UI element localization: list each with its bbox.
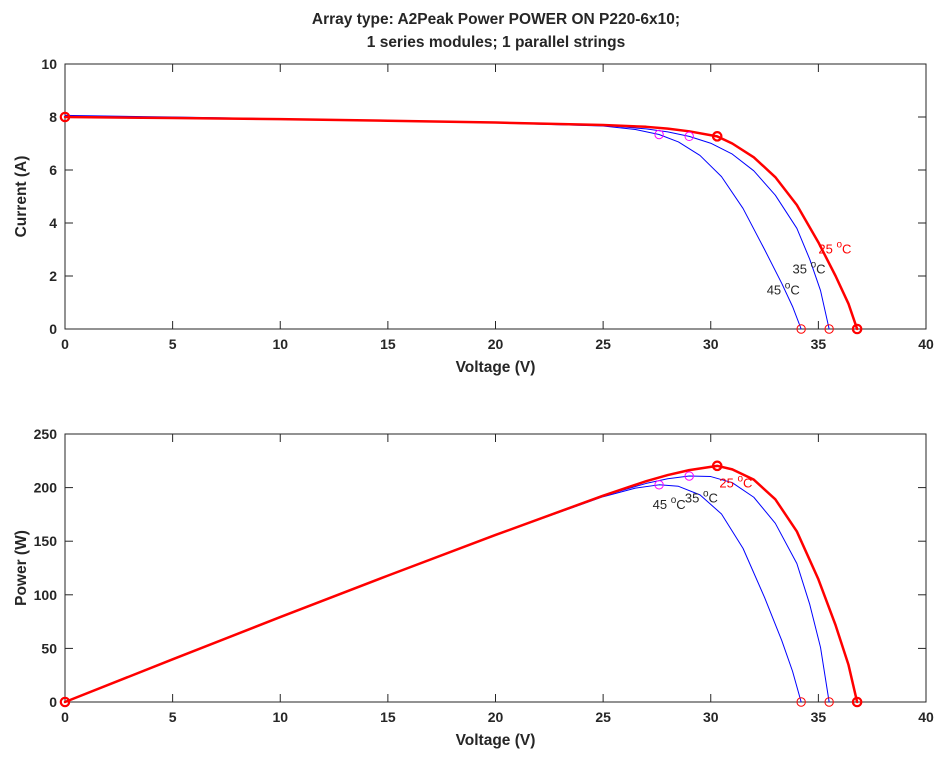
temp-label-degree: o <box>737 474 743 485</box>
chart1-xtick-label: 25 <box>595 336 611 352</box>
chart1-ytick-label: 0 <box>49 321 57 337</box>
chart1-xtick-label: 10 <box>272 336 288 352</box>
chart1-marker-isc <box>59 111 71 123</box>
chart1-ytick-label: 6 <box>49 162 57 178</box>
chart1-marker-voc <box>851 323 863 335</box>
figure-title-line2: 1 series modules; 1 parallel strings <box>367 34 625 51</box>
temp-label-value: 45 <box>653 497 671 512</box>
chart1-xtick-label: 40 <box>918 336 934 352</box>
plots-container: 0 5 10 15 20 25 30 35 40 0 2 4 6 8 10 Voltage (V) Curren… <box>13 56 934 749</box>
chart1-yaxis-label: Current (A) <box>13 156 30 238</box>
temp-label-value: 35 <box>685 491 703 506</box>
temp-label-degree: o <box>836 239 842 250</box>
chart2-group: 0 5 10 15 20 25 30 35 40 0 50 100 150 200 250 Voltage (… <box>13 426 934 749</box>
chart1-xtick-label: 5 <box>169 336 177 352</box>
chart1-xtick-label: 0 <box>61 336 69 352</box>
temp-label-value: 45 <box>767 283 785 298</box>
chart1-temp-label: 25 oC <box>818 239 851 256</box>
chart2-xtick-label: 30 <box>703 709 719 725</box>
temp-label-degree: o <box>785 281 791 292</box>
chart2-marker-mpp <box>684 471 694 481</box>
chart2-ytick-label: 200 <box>34 480 58 496</box>
chart2-yaxis-label: Power (W) <box>13 530 30 606</box>
temp-label-unit: C <box>842 241 851 256</box>
temp-label-unit: C <box>743 476 752 491</box>
chart1-xtick-label: 35 <box>811 336 827 352</box>
chart2-marker-voc <box>796 697 806 707</box>
temp-label-degree: o <box>703 489 709 500</box>
temp-label-degree: o <box>811 259 817 270</box>
chart1-ytick-label: 8 <box>49 109 57 125</box>
chart2-marker-isc <box>59 696 71 708</box>
chart1-xtick-label: 30 <box>703 336 719 352</box>
chart1-marker-mpp <box>711 131 723 142</box>
chart2-xtick-label: 0 <box>61 709 69 725</box>
chart2-ytick-label: 250 <box>34 426 58 442</box>
chart2-temp-label: 35 oC <box>685 489 718 506</box>
chart1-ytick-label: 2 <box>49 268 57 284</box>
temp-label-unit: C <box>709 491 718 506</box>
chart2-temp-label: 25 oC <box>719 474 752 491</box>
figure-title-line1: Array type: A2Peak Power POWER ON P220-6… <box>312 11 680 28</box>
temp-label-value: 25 <box>818 241 836 256</box>
chart2-xtick-label: 15 <box>380 709 396 725</box>
chart1-marker-voc <box>796 324 806 334</box>
temp-label-unit: C <box>790 283 799 298</box>
chart2-xtick-label: 40 <box>918 709 934 725</box>
chart2-xtick-label: 35 <box>811 709 827 725</box>
chart2-xtick-label: 25 <box>595 709 611 725</box>
chart1-marker-mpp <box>654 129 664 140</box>
chart1-marker-mpp <box>684 131 694 142</box>
chart2-marker-voc <box>851 696 863 708</box>
chart1-xtick-label: 20 <box>488 336 504 352</box>
chart1-temp-label: 35 oC <box>793 259 826 276</box>
chart2-xtick-label: 5 <box>169 709 177 725</box>
chart1-series-line-1 <box>63 115 859 331</box>
chart1-temp-label: 45 oC <box>767 281 800 298</box>
chart2-temp-label: 45 oC <box>653 495 686 512</box>
temp-label-value: 25 <box>719 476 737 491</box>
chart2-marker-mpp <box>654 480 664 490</box>
chart2-ytick-label: 50 <box>41 640 57 656</box>
temp-label-degree: o <box>671 495 677 506</box>
chart1-xaxis-label: Voltage (V) <box>456 359 536 376</box>
temp-label-unit: C <box>816 261 825 276</box>
chart2-marker-voc <box>824 697 834 707</box>
chart1-group: 0 5 10 15 20 25 30 35 40 0 2 4 6 8 10 Voltage (V) Curren… <box>13 56 934 376</box>
chart1-ytick-label: 10 <box>41 56 57 72</box>
chart2-xaxis-label: Voltage (V) <box>456 732 536 749</box>
chart1-ytick-label: 4 <box>49 215 57 231</box>
chart2-ytick-label: 100 <box>34 587 58 603</box>
temp-label-value: 35 <box>793 261 811 276</box>
chart2-ytick-label: 150 <box>34 533 58 549</box>
chart2-marker-mpp <box>711 460 723 472</box>
temp-label-unit: C <box>676 497 685 512</box>
chart1-marker-voc <box>824 324 834 334</box>
chart2-series-line-1 <box>63 464 859 704</box>
chart2-xtick-label: 20 <box>488 709 504 725</box>
chart2-ytick-label: 0 <box>49 694 57 710</box>
chart1-xtick-label: 15 <box>380 336 396 352</box>
chart2-xtick-label: 10 <box>272 709 288 725</box>
